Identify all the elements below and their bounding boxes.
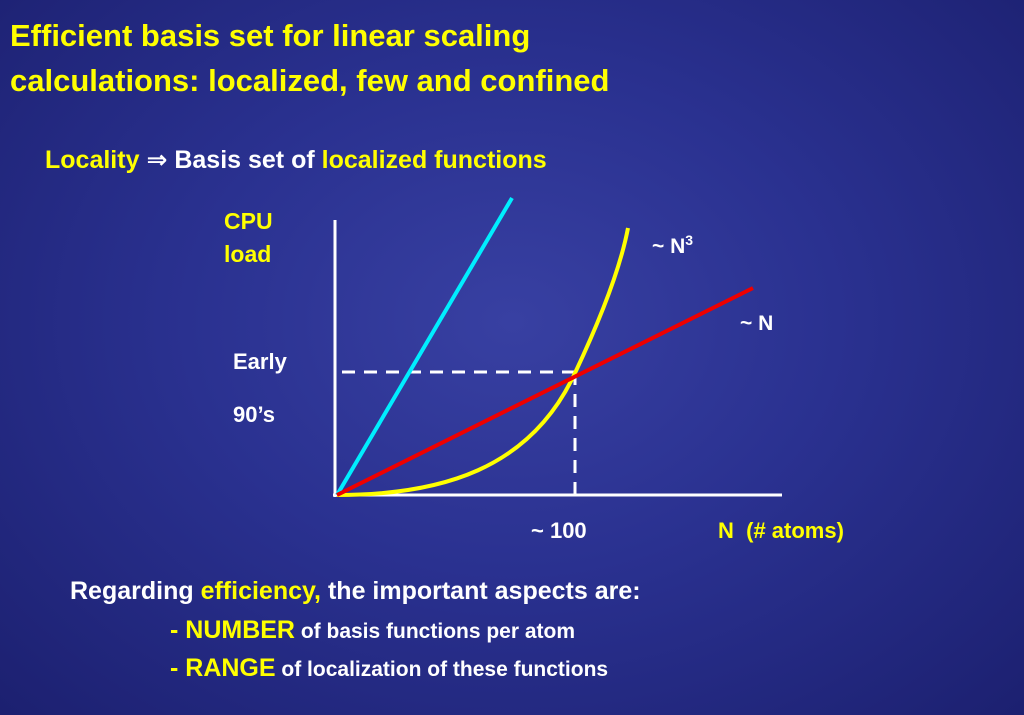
title: Efficient basis set for linear scaling <box>10 18 531 53</box>
text: ~ N <box>652 235 686 258</box>
text: the important aspects are: <box>327 577 641 605</box>
linear-curve <box>336 286 754 497</box>
axis-label: CPU <box>224 208 273 234</box>
subtitle: Locality ⇒ Basis set of localized functi… <box>45 145 547 175</box>
text: of localization of these functions <box>281 658 609 681</box>
axis-label: N (# atoms) <box>718 518 844 543</box>
text: Basis set of <box>174 146 315 174</box>
crossover-label: ~ 100 <box>531 518 587 543</box>
early-curve <box>335 196 514 497</box>
era-label: 90’s <box>233 402 276 427</box>
list-item: - RANGE of localization of these functio… <box>170 654 608 683</box>
curve-label: ~ N <box>740 312 774 335</box>
cubic-curve <box>336 227 630 497</box>
text: Locality <box>45 146 140 174</box>
text: efficiency, <box>200 577 322 605</box>
text: localized functions <box>321 146 547 174</box>
text: Regarding <box>70 577 194 605</box>
text: - RANGE <box>170 654 276 682</box>
body-text: Regarding efficiency, the important aspe… <box>70 577 641 606</box>
exponent: 3 <box>685 232 694 248</box>
list-item: - NUMBER of basis functions per atom <box>170 616 575 645</box>
text: - NUMBER <box>170 616 295 644</box>
title: calculations: localized, few and confine… <box>10 63 610 98</box>
text: of basis functions per atom <box>300 620 576 643</box>
arrow: ⇒ <box>146 146 168 174</box>
curve-label: ~ N3 <box>652 232 693 259</box>
axis-label: load <box>224 241 272 267</box>
era-label: Early <box>233 349 287 374</box>
